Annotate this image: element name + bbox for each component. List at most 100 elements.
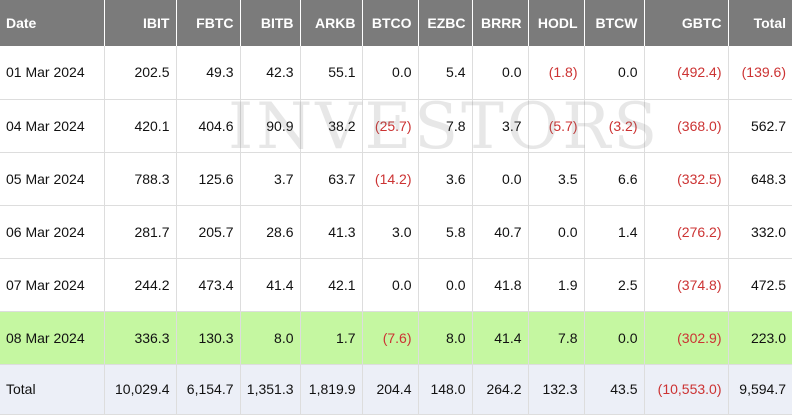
row-label-cell: 06 Mar 2024 xyxy=(0,205,104,259)
table-row: 08 Mar 2024 336.3 130.3 8.0 1.7 (7.6) 8.0 41.4 7… xyxy=(0,311,792,365)
value-cell: (10,553.0) xyxy=(643,364,728,415)
etf-flow-table: Date IBIT FBTC BITB ARKB BTCO EZBC BRRR … xyxy=(0,0,792,415)
table-body: 01 Mar 2024 202.5 49.3 42.3 55.1 0.0 5.4 0.0 (1.… xyxy=(0,46,792,415)
row-label-cell: Total xyxy=(0,364,104,415)
value-cell: 3.7 xyxy=(239,152,300,206)
value-cell: (14.2) xyxy=(361,152,418,206)
value-cell: (25.7) xyxy=(361,99,418,153)
value-cell: 38.2 xyxy=(299,99,362,153)
header-btco: BTCO xyxy=(361,0,418,46)
value-cell: 1.9 xyxy=(527,258,584,312)
row-label-cell: 04 Mar 2024 xyxy=(0,99,104,153)
header-gbtc: GBTC xyxy=(643,0,728,46)
value-cell: 205.7 xyxy=(175,205,240,259)
value-cell: 0.0 xyxy=(583,311,644,365)
value-cell: 336.3 xyxy=(103,311,176,365)
value-cell: 6,154.7 xyxy=(175,364,240,415)
row-label-cell: 08 Mar 2024 xyxy=(0,311,104,365)
value-cell: 1.4 xyxy=(583,205,644,259)
value-cell: 472.5 xyxy=(727,258,792,312)
value-cell: (1.8) xyxy=(527,46,584,100)
value-cell: 0.0 xyxy=(583,46,644,100)
value-cell: 41.8 xyxy=(471,258,528,312)
value-cell: 7.8 xyxy=(527,311,584,365)
value-cell: 40.7 xyxy=(471,205,528,259)
value-cell: (492.4) xyxy=(643,46,728,100)
total-row: Total 10,029.4 6,154.7 1,351.3 1,819.9 204.4 1… xyxy=(0,364,792,415)
value-cell: 404.6 xyxy=(175,99,240,153)
value-cell: 49.3 xyxy=(175,46,240,100)
value-cell: 90.9 xyxy=(239,99,300,153)
value-cell: 5.8 xyxy=(417,205,472,259)
value-cell: 132.3 xyxy=(527,364,584,415)
header-brrr: BRRR xyxy=(471,0,528,46)
value-cell: 55.1 xyxy=(299,46,362,100)
value-cell: 1,819.9 xyxy=(299,364,362,415)
header-total: Total xyxy=(727,0,792,46)
row-label-cell: 01 Mar 2024 xyxy=(0,46,104,100)
value-cell: 0.0 xyxy=(527,205,584,259)
header-bitb: BITB xyxy=(239,0,300,46)
value-cell: 223.0 xyxy=(727,311,792,365)
value-cell: 41.4 xyxy=(239,258,300,312)
value-cell: 204.4 xyxy=(361,364,418,415)
value-cell: (276.2) xyxy=(643,205,728,259)
value-cell: 8.0 xyxy=(417,311,472,365)
value-cell: (3.2) xyxy=(583,99,644,153)
value-cell: 41.4 xyxy=(471,311,528,365)
header-date: Date xyxy=(0,0,104,46)
value-cell: 0.0 xyxy=(417,258,472,312)
header-hodl: HODL xyxy=(527,0,584,46)
value-cell: (374.8) xyxy=(643,258,728,312)
value-cell: 420.1 xyxy=(103,99,176,153)
value-cell: (5.7) xyxy=(527,99,584,153)
header-row: Date IBIT FBTC BITB ARKB BTCO EZBC BRRR … xyxy=(0,0,792,46)
value-cell: (302.9) xyxy=(643,311,728,365)
value-cell: 3.5 xyxy=(527,152,584,206)
header-btcw: BTCW xyxy=(583,0,644,46)
value-cell: (332.5) xyxy=(643,152,728,206)
table-row: 01 Mar 2024 202.5 49.3 42.3 55.1 0.0 5.4 0.0 (1.… xyxy=(0,46,792,100)
value-cell: 3.0 xyxy=(361,205,418,259)
table-row: 07 Mar 2024 244.2 473.4 41.4 42.1 0.0 0.0 41.8 1… xyxy=(0,258,792,312)
value-cell: 42.3 xyxy=(239,46,300,100)
value-cell: 648.3 xyxy=(727,152,792,206)
header-ibit: IBIT xyxy=(103,0,176,46)
value-cell: 562.7 xyxy=(727,99,792,153)
value-cell: 8.0 xyxy=(239,311,300,365)
value-cell: 264.2 xyxy=(471,364,528,415)
value-cell: 0.0 xyxy=(361,258,418,312)
value-cell: 0.0 xyxy=(471,46,528,100)
header-arkb: ARKB xyxy=(299,0,362,46)
value-cell: 9,594.7 xyxy=(727,364,792,415)
value-cell: 6.6 xyxy=(583,152,644,206)
table-row: 05 Mar 2024 788.3 125.6 3.7 63.7 (14.2) 3.6 0.0… xyxy=(0,152,792,206)
value-cell: (139.6) xyxy=(727,46,792,100)
value-cell: 130.3 xyxy=(175,311,240,365)
header-fbtc: FBTC xyxy=(175,0,240,46)
value-cell: 1,351.3 xyxy=(239,364,300,415)
value-cell: 63.7 xyxy=(299,152,362,206)
value-cell: 5.4 xyxy=(417,46,472,100)
header-ezbc: EZBC xyxy=(417,0,472,46)
value-cell: 0.0 xyxy=(471,152,528,206)
value-cell: 788.3 xyxy=(103,152,176,206)
value-cell: 42.1 xyxy=(299,258,362,312)
value-cell: 332.0 xyxy=(727,205,792,259)
value-cell: 7.8 xyxy=(417,99,472,153)
row-label-cell: 07 Mar 2024 xyxy=(0,258,104,312)
value-cell: (368.0) xyxy=(643,99,728,153)
row-label-cell: 05 Mar 2024 xyxy=(0,152,104,206)
table-row: 06 Mar 2024 281.7 205.7 28.6 41.3 3.0 5.8 40.7 0… xyxy=(0,205,792,259)
value-cell: 281.7 xyxy=(103,205,176,259)
value-cell: 2.5 xyxy=(583,258,644,312)
value-cell: 43.5 xyxy=(583,364,644,415)
value-cell: 3.6 xyxy=(417,152,472,206)
value-cell: 41.3 xyxy=(299,205,362,259)
value-cell: 1.7 xyxy=(299,311,362,365)
value-cell: 244.2 xyxy=(103,258,176,312)
value-cell: 202.5 xyxy=(103,46,176,100)
value-cell: (7.6) xyxy=(361,311,418,365)
value-cell: 125.6 xyxy=(175,152,240,206)
